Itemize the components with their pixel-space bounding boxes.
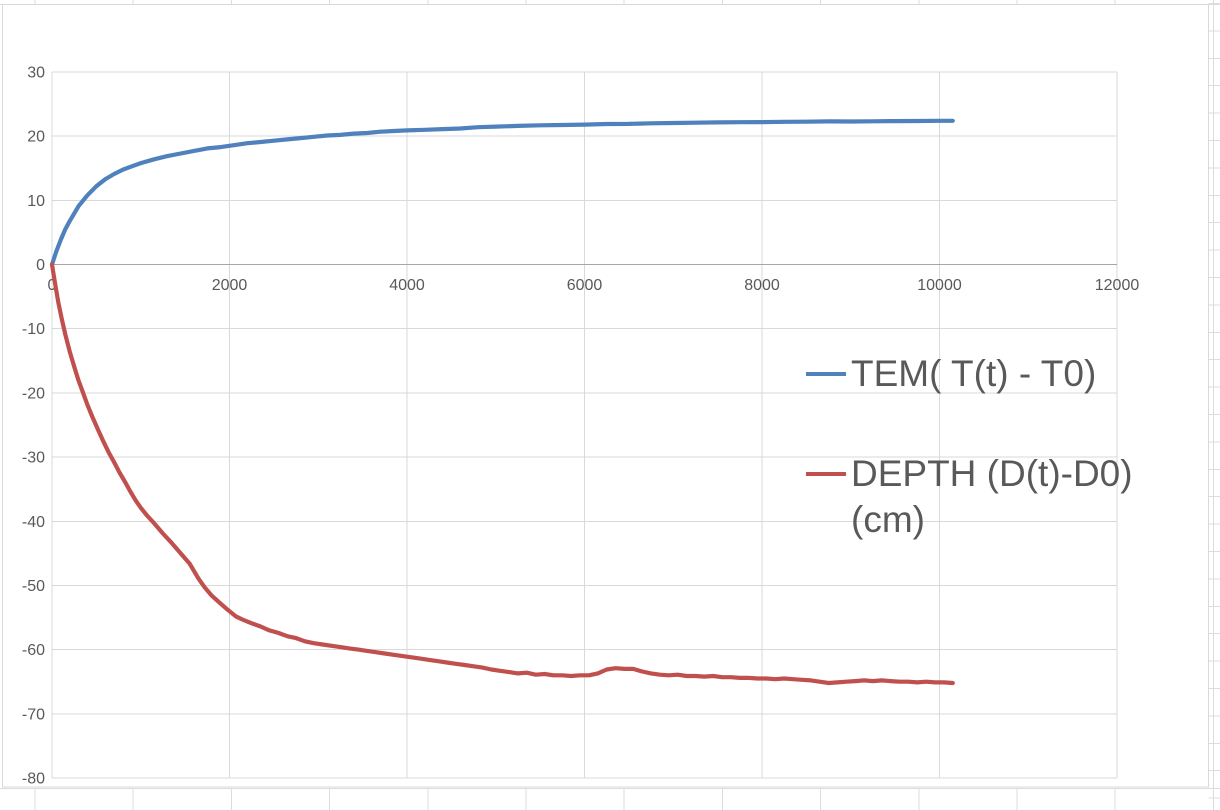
x-tick-label: 8000 (744, 277, 780, 294)
chart-frame[interactable] (2, 4, 1209, 788)
series-tem-line[interactable] (49, 118, 955, 267)
y-tick-label: -70 (22, 706, 45, 723)
y-tick-label: -40 (22, 514, 45, 531)
y-tick-label: -80 (22, 771, 45, 788)
y-tick-label: 20 (27, 129, 45, 146)
y-tick-label: -60 (22, 642, 45, 659)
x-tick-label: 12000 (1095, 277, 1140, 294)
x-tick-label: 6000 (567, 277, 603, 294)
axis-tick-labels: 30 20 10 0 -10 -20 -30 -40 -50 -60 -70 -80 0 2000 4000… (22, 65, 1139, 788)
plot-gridlines (51, 71, 1118, 779)
series-depth-line[interactable] (49, 262, 955, 686)
y-tick-label: -30 (22, 450, 45, 467)
y-tick-label: -50 (22, 578, 45, 595)
y-tick-label: 30 (27, 65, 45, 82)
y-tick-label: 0 (36, 257, 45, 274)
x-tick-label: 4000 (389, 277, 425, 294)
y-tick-label: 10 (27, 193, 45, 210)
y-tick-label: -20 (22, 385, 45, 402)
x-tick-label: 0 (48, 277, 57, 294)
x-tick-label: 2000 (212, 277, 248, 294)
y-tick-label: -10 (22, 321, 45, 338)
x-tick-label: 10000 (917, 277, 962, 294)
